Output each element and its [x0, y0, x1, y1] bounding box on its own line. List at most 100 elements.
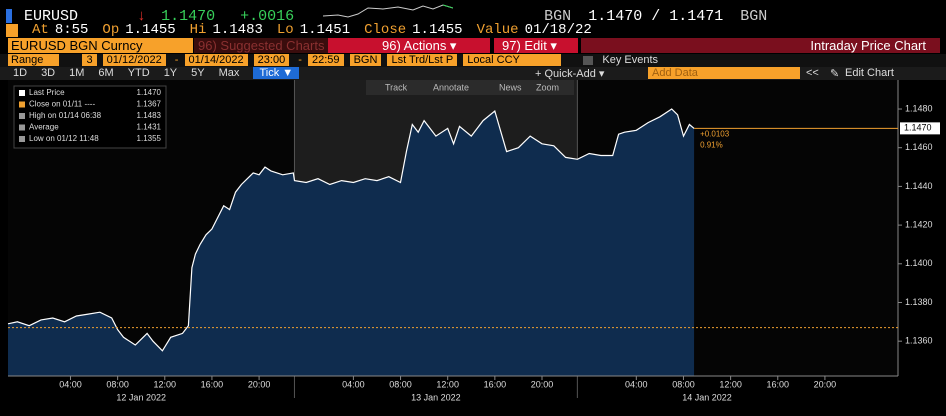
quote-header: EURUSD ↓ 1.1470 +.0016 BGN 1.1470 / 1.14…: [0, 2, 946, 25]
x-tick-label: 16:00: [201, 379, 224, 389]
start-time[interactable]: 23:00: [253, 54, 290, 67]
last-tag-bg: [900, 122, 940, 135]
start-date[interactable]: 01/12/2022: [102, 54, 166, 67]
range-label: Range: [8, 54, 60, 67]
quick-add[interactable]: + Quick-Add ▾: [535, 68, 605, 80]
down-arrow: ↓: [137, 7, 147, 25]
x-tick-label: 08:00: [106, 379, 129, 389]
tools-bg: [366, 80, 574, 95]
days[interactable]: 3: [82, 54, 97, 67]
x-tick-label: 12:00: [719, 379, 742, 389]
chart-tool[interactable]: Zoom: [536, 82, 559, 92]
quote-label: Close: [364, 22, 407, 38]
legend-swatch: [19, 113, 25, 119]
quote-value: 1.1483: [212, 22, 263, 38]
y-tick-label: 1.1360: [905, 336, 933, 346]
x-tick-label: 12:00: [154, 379, 177, 389]
quote-value: 1.1455: [412, 22, 463, 38]
checkbox[interactable]: [583, 55, 594, 65]
x-tick-label: 04:00: [59, 379, 82, 389]
edit-chart-icon: ✎: [830, 68, 840, 80]
legend-label: Low on 01/12 11:48: [29, 134, 99, 143]
collapse[interactable]: <<: [806, 67, 819, 79]
legend-swatch: [19, 101, 25, 108]
chart-tool[interactable]: Track: [385, 82, 408, 92]
y-tick-label: 1.1400: [905, 258, 933, 268]
y-tick-label: 1.1380: [905, 297, 933, 307]
edit[interactable]: 97) Edit ▾: [494, 38, 578, 53]
y-tick-label: 1.1420: [905, 219, 933, 229]
end-date[interactable]: 01/14/2022: [184, 54, 248, 67]
quote-value: 1.1451: [299, 22, 351, 38]
y-tick-label: 1.1480: [905, 103, 933, 113]
dash: -: [174, 54, 179, 67]
legend-bg: [13, 85, 167, 149]
period[interactable]: 6M: [98, 67, 114, 80]
chart-tool[interactable]: Annotate: [433, 82, 469, 92]
x-date-label: 12 Jan 2022: [116, 392, 166, 402]
legend-value: 1.1355: [137, 134, 162, 143]
key-events[interactable]: Key Events: [602, 54, 659, 67]
quote-value: 1.1455: [125, 22, 176, 38]
period[interactable]: 5Y: [191, 67, 205, 80]
quote-label: At: [32, 22, 49, 38]
period[interactable]: YTD: [127, 67, 150, 80]
x-tick-label: 04:00: [342, 379, 365, 389]
suggested-charts[interactable]: 96) Suggested Charts: [194, 38, 328, 53]
x-date-label: 14 Jan 2022: [682, 392, 732, 402]
sparkline: [323, 4, 454, 18]
y-tick-label: 1.1440: [905, 181, 933, 191]
security[interactable]: EURUSD BGN Curncy: [8, 38, 193, 53]
x-tick-label: 20:00: [531, 379, 554, 389]
end-time[interactable]: 22:59: [307, 54, 344, 67]
legend-swatch: [19, 124, 25, 131]
x-tick-label: 08:00: [389, 379, 412, 389]
dash: -: [298, 54, 302, 67]
legend-value: 1.1367: [137, 100, 162, 109]
period[interactable]: 1M: [69, 67, 85, 80]
quote-label: Lo: [276, 22, 294, 38]
last-pct: 0.91%: [700, 140, 723, 149]
x-tick-label: 08:00: [672, 379, 695, 389]
field[interactable]: Lst Trd/Lst P: [387, 54, 458, 67]
period[interactable]: 3D: [41, 67, 56, 80]
period-bar: 1D 3D 1M 6M YTD 1Y 5Y Max Tick ▼ + Quick-Add ▾ …: [0, 67, 946, 80]
add-data[interactable]: Add Data: [648, 67, 800, 79]
last: 1.1470: [161, 7, 216, 25]
source[interactable]: BGN: [349, 54, 382, 67]
legend-swatch: [19, 90, 25, 96]
period-active[interactable]: Tick ▼: [253, 67, 300, 80]
period[interactable]: Max: [218, 67, 240, 80]
quote-label: Op: [102, 22, 120, 38]
chart: 1.1360 1.1380 1.1400 1.1420 1.1440 1.1460 1.14…: [7, 80, 940, 402]
range-bar: Range 3 01/12/2022 - 01/14/2022 23:00 - …: [0, 54, 946, 67]
periods: 1D 3D 1M 6M YTD 1Y 5Y Max: [6, 67, 246, 79]
bid-source: BGN: [544, 7, 572, 25]
edit-chart[interactable]: Edit Chart: [845, 67, 894, 79]
period[interactable]: 1Y: [163, 67, 178, 80]
y-tick-label: 1.1460: [905, 142, 933, 152]
separator: /: [651, 7, 661, 25]
legend-label: Average: [29, 123, 59, 132]
quote-value: 01/18/22: [524, 22, 592, 38]
icon: [6, 23, 18, 37]
currency[interactable]: Local CCY: [463, 54, 562, 67]
price-area: [8, 109, 695, 376]
change: +.0016: [240, 7, 295, 25]
quote-line: At 8:55 Op 1.1455 Hi 1.1483 Lo 1.1451 Close 1.145…: [0, 22, 946, 38]
quote-label: Hi: [189, 22, 207, 38]
legend-value: 1.1431: [137, 123, 162, 132]
last-tag: 1.1470: [904, 123, 932, 133]
actions[interactable]: 96) Actions ▾: [328, 38, 490, 53]
legend-label: Close on 01/11 ----: [29, 100, 95, 109]
x-tick-label: 20:00: [814, 379, 837, 389]
last-change: +0.0103: [700, 129, 730, 138]
x-tick-label: 16:00: [766, 379, 789, 389]
ticker: EURUSD: [24, 7, 79, 25]
chart-tool[interactable]: News: [499, 82, 522, 92]
period[interactable]: 1D: [13, 67, 28, 80]
bid: 1.1470: [588, 7, 643, 25]
legend-value: 1.1470: [137, 88, 162, 97]
x-tick-label: 12:00: [436, 379, 459, 389]
